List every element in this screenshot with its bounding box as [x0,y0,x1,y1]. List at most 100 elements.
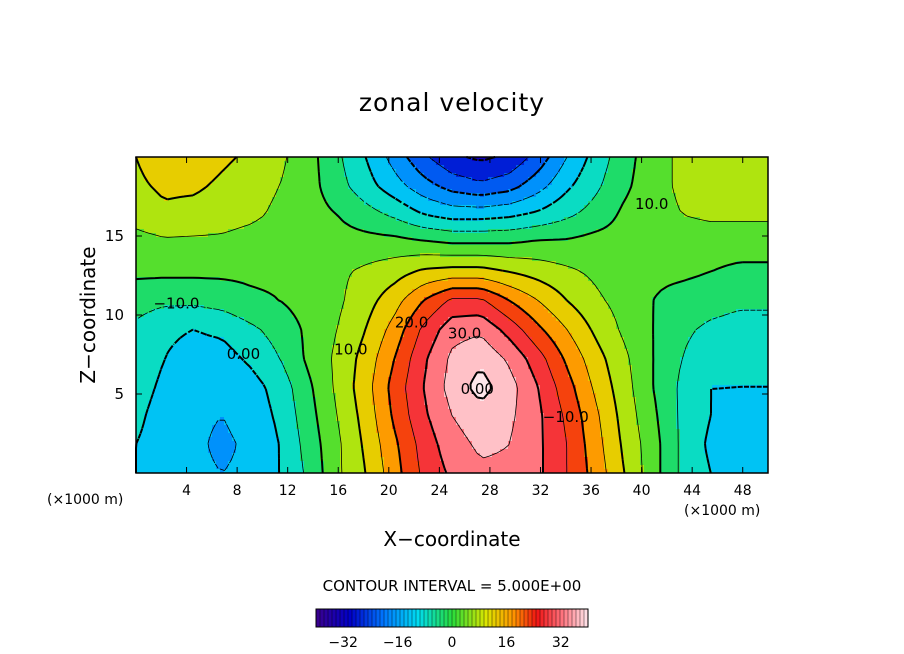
field-cell [732,233,737,238]
field-cell [748,213,753,218]
field-cell [296,217,301,222]
field-cell [740,169,745,174]
field-cell [340,169,345,174]
field-cell [664,241,669,246]
field-cell [288,245,293,250]
field-cell [348,241,353,246]
field-cell [288,177,293,182]
field-cell [468,177,473,182]
field-cell [296,209,301,214]
field-cell [476,201,481,206]
field-cell [476,257,481,262]
field-cell [336,277,341,282]
field-cell [216,229,221,234]
field-cell [560,233,565,238]
field-cell [432,169,437,174]
field-cell [552,249,557,254]
field-cell [756,221,761,226]
field-cell [532,241,537,246]
field-cell [468,273,473,278]
field-cell [220,245,225,250]
field-cell [276,241,281,246]
field-cell [644,269,649,274]
field-cell [748,157,753,162]
field-cell [368,205,373,210]
field-cell [656,213,661,218]
field-cell [252,205,257,210]
field-cell [512,161,517,166]
field-cell [204,181,209,186]
field-cell [672,213,677,218]
field-cell [200,237,205,242]
field-cell [736,273,741,278]
field-cell [368,265,373,270]
field-cell [624,237,629,242]
field-cell [580,217,585,222]
field-cell [692,213,697,218]
field-cell [212,185,217,190]
field-cell [480,277,485,282]
field-cell [324,165,329,170]
field-cell [276,273,281,278]
field-cell [424,169,429,174]
field-cell [688,205,693,210]
field-cell [740,205,745,210]
field-cell [172,257,177,262]
field-cell [432,185,437,190]
field-cell [264,221,269,226]
field-cell [404,181,409,186]
field-cell [436,229,441,234]
field-cell [740,225,745,230]
field-cell [692,157,697,162]
field-cell [360,225,365,230]
field-cell [380,253,385,258]
field-cell [728,241,733,246]
field-cell [324,229,329,234]
field-cell [612,173,617,178]
field-cell [452,181,457,186]
field-cell [236,269,241,274]
field-cell [284,269,289,274]
field-cell [664,225,669,230]
field-cell [228,241,233,246]
field-cell [172,225,177,230]
field-cell [444,245,449,250]
field-cell [140,261,145,266]
field-cell [704,277,709,282]
field-cell [224,189,229,194]
field-cell [728,237,733,242]
field-cell [324,245,329,250]
field-cell [544,201,549,206]
field-cell [392,165,397,170]
field-cell [192,209,197,214]
field-cell [436,233,441,238]
field-cell [700,277,705,282]
field-cell [252,157,257,162]
field-cell [248,201,253,206]
field-cell [720,257,725,262]
field-cell [488,205,493,210]
field-cell [284,161,289,166]
field-cell [336,269,341,274]
field-cell [356,173,361,178]
field-cell [316,277,321,282]
field-cell [268,181,273,186]
field-cell [160,253,165,258]
field-cell [424,229,429,234]
field-cell [400,281,405,286]
field-cell [460,185,465,190]
field-cell [364,173,369,178]
field-cell [684,273,689,278]
field-cell [644,229,649,234]
field-cell [648,241,653,246]
field-cell [716,233,721,238]
field-cell [380,157,385,162]
field-cell [364,165,369,170]
field-cell [232,281,237,286]
field-cell [364,269,369,274]
field-cell [704,185,709,190]
field-cell [380,201,385,206]
field-cell [444,157,449,162]
field-cell [316,245,321,250]
field-cell [344,257,349,262]
